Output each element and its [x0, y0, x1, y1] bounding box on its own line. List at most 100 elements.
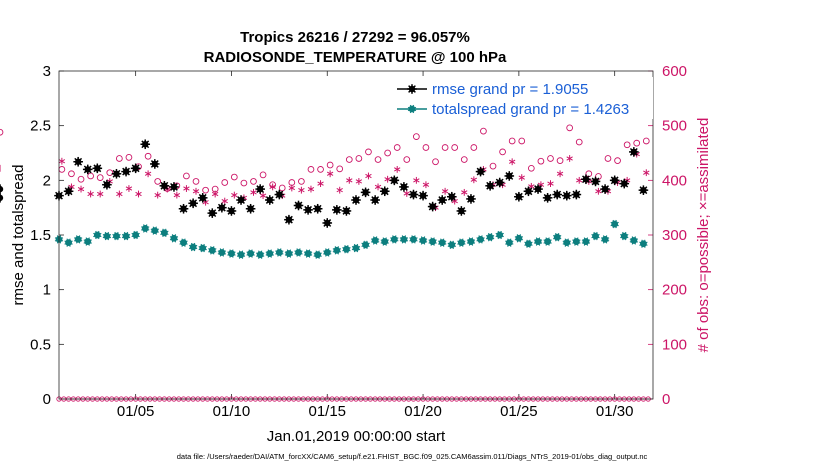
totalspread-point [476, 235, 485, 244]
rmse-point [102, 179, 112, 190]
obs-possible-point [365, 148, 372, 156]
obs-possible-point [240, 179, 248, 187]
obs-assimilated-point [355, 178, 363, 185]
rmse-point [379, 186, 390, 197]
totalspread-point [83, 237, 92, 246]
totalspread-point [562, 238, 571, 247]
rmse-point [561, 190, 572, 201]
totalspread-point [208, 246, 217, 255]
series-obs-possible [0, 124, 650, 194]
obs-assimilated-point [595, 187, 602, 195]
obs-assimilated-point [307, 185, 315, 193]
chart-subtitle: RADIOSONDE_TEMPERATURE @ 100 hPa [204, 49, 507, 66]
obs-possible-point [0, 128, 4, 136]
obs-assimilated-point [374, 183, 382, 191]
y-left-tick-label: 1 [43, 282, 51, 299]
obs-possible-point [566, 124, 573, 132]
rmse-point [427, 201, 438, 212]
x-tick-label: 01/30 [596, 403, 634, 420]
legend-spread-symbol [407, 104, 417, 114]
totalspread-point [160, 228, 169, 237]
obs-possible-point [154, 178, 162, 185]
totalspread-point [169, 234, 179, 243]
obs-possible-point [192, 178, 200, 185]
rmse-point [303, 205, 313, 215]
rmse-point [514, 191, 524, 202]
y-left-tick-label: 2.5 [30, 118, 51, 135]
rmse-point [217, 202, 227, 213]
totalspread-point [93, 230, 102, 240]
obs-assimilated-point [97, 190, 104, 198]
totalspread-point [428, 237, 437, 246]
obs-assimilated-point [556, 170, 564, 178]
totalspread-point [179, 238, 188, 247]
rmse-point [629, 147, 639, 157]
totalspread-point [466, 237, 476, 246]
rmse-point [533, 184, 543, 194]
data-file-footer: data file: /Users/raeder/DAI/ATM_forcXX/… [177, 452, 648, 461]
y-right-tick-label: 200 [662, 282, 687, 299]
totalspread-point [380, 237, 389, 246]
rmse-point [73, 156, 83, 167]
rmse-point [150, 159, 160, 169]
obs-assimilated-point [394, 166, 401, 173]
rmse-point [140, 139, 151, 150]
legend-spread-marker [407, 104, 417, 114]
obs-assimilated-point [317, 180, 324, 188]
obs-possible-point [480, 127, 487, 135]
rmse-point [408, 189, 419, 200]
totalspread-point [572, 237, 581, 246]
totalspread-point [256, 250, 265, 259]
totalspread-point [533, 237, 543, 246]
totalspread-point [284, 249, 294, 258]
obs-possible-point [441, 144, 449, 151]
totalspread-point [485, 233, 495, 242]
obs-possible-point [68, 170, 75, 178]
rmse-point [245, 203, 256, 214]
obs-possible-point [345, 156, 353, 163]
obs-possible-point [374, 156, 382, 163]
rmse-point [226, 206, 237, 216]
rmse-point [332, 205, 342, 215]
obs-possible-point [460, 156, 468, 163]
rmse-point [236, 195, 246, 205]
obs-possible-point [403, 156, 411, 163]
totalspread-point [102, 231, 112, 241]
totalspread-point [629, 236, 639, 245]
obs-assimilated-point [470, 176, 478, 184]
rmse-point [619, 178, 630, 189]
obs-possible-point [259, 171, 267, 179]
y-axis-left-label: rmse and totalspread [10, 165, 27, 306]
y-axis-right-label: # of obs: o=possible; ×=assimilated [695, 118, 712, 353]
totalspread-point [313, 250, 322, 259]
obs-possible-point [633, 139, 641, 147]
totalspread-point [217, 248, 227, 257]
obs-possible-point [77, 175, 85, 183]
rmse-point [600, 184, 610, 194]
totalspread-point [418, 236, 428, 245]
rmse-point [169, 182, 179, 192]
obs-assimilated-point [326, 170, 334, 178]
obs-assimilated-point [87, 190, 94, 198]
totalspread-point [64, 238, 73, 247]
totalspread-point [495, 230, 504, 240]
totalspread-point [514, 234, 524, 243]
rmse-point [466, 194, 476, 204]
y-right-tick-label: 0 [662, 391, 670, 408]
obs-assimilated-point [58, 157, 66, 165]
obs-assimilated-point [221, 197, 228, 205]
rmse-point [341, 206, 352, 216]
obs-assimilated-point [154, 191, 161, 199]
obs-possible-point [336, 165, 344, 173]
totalspread-point [639, 239, 648, 248]
totalspread-point [131, 230, 140, 240]
obs-assimilated-point [116, 190, 123, 198]
rmse-point [456, 206, 467, 216]
obs-possible-point [384, 149, 391, 157]
totalspread-point [600, 235, 610, 244]
rmse-point [581, 174, 591, 185]
y-left-tick-label: 1.5 [30, 227, 51, 244]
y-right-tick-label: 500 [662, 118, 687, 135]
rmse-point [609, 175, 620, 186]
